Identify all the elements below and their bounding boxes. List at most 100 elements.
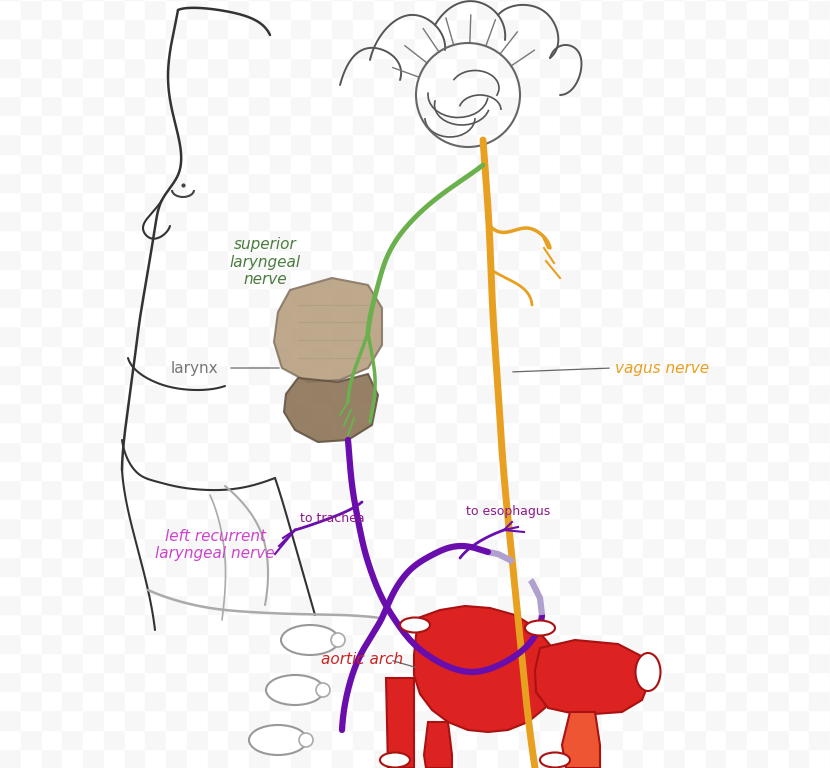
Bar [166, 403, 187, 422]
Bar [145, 211, 166, 230]
Bar [187, 38, 208, 58]
Bar [332, 576, 353, 595]
Bar [290, 538, 311, 557]
Bar [166, 326, 187, 346]
Bar [581, 154, 602, 173]
Bar [726, 595, 747, 614]
Bar [208, 326, 228, 346]
Bar [187, 518, 208, 538]
Bar [21, 19, 42, 38]
Bar [706, 192, 726, 211]
Bar [415, 672, 436, 691]
Bar [249, 269, 270, 288]
Bar [332, 365, 353, 384]
Bar [104, 557, 124, 576]
Bar [394, 557, 415, 576]
Bar [664, 211, 685, 230]
Bar [208, 442, 228, 461]
Bar [560, 422, 581, 442]
Bar [809, 614, 830, 634]
Bar [332, 499, 353, 518]
Bar [353, 115, 374, 134]
Bar [249, 211, 270, 230]
Bar [353, 403, 374, 422]
Bar [706, 96, 726, 115]
Bar [353, 77, 374, 96]
Bar [42, 730, 62, 749]
Bar [208, 77, 228, 96]
Bar [643, 480, 664, 499]
Bar [622, 19, 643, 38]
Bar [145, 173, 166, 192]
Bar [768, 653, 788, 672]
Bar [166, 557, 187, 576]
Bar [290, 653, 311, 672]
Bar [809, 442, 830, 461]
Bar [685, 269, 706, 288]
Bar [726, 326, 747, 346]
Bar [457, 403, 477, 422]
Bar [394, 115, 415, 134]
Bar [498, 518, 519, 538]
Bar [726, 614, 747, 634]
Bar [42, 288, 62, 307]
Bar [104, 307, 124, 326]
Bar [249, 307, 270, 326]
Bar [228, 634, 249, 653]
Bar [498, 730, 519, 749]
Bar [166, 307, 187, 326]
Bar [498, 269, 519, 288]
Bar [104, 230, 124, 250]
Bar [685, 461, 706, 480]
Bar [311, 442, 332, 461]
Bar [394, 250, 415, 269]
Bar [685, 595, 706, 614]
Polygon shape [274, 278, 382, 382]
Bar [726, 77, 747, 96]
Bar [457, 710, 477, 730]
Bar [664, 653, 685, 672]
Bar [457, 326, 477, 346]
Bar [249, 749, 270, 768]
Bar [104, 499, 124, 518]
Bar [166, 134, 187, 154]
Bar [581, 461, 602, 480]
Bar [747, 288, 768, 307]
Bar [809, 211, 830, 230]
Bar [788, 173, 809, 192]
Bar [747, 346, 768, 365]
Polygon shape [424, 722, 452, 768]
Bar [477, 557, 498, 576]
Bar [0, 614, 21, 634]
Bar [21, 115, 42, 134]
Bar [42, 38, 62, 58]
Bar [747, 614, 768, 634]
Bar [394, 518, 415, 538]
Bar [311, 634, 332, 653]
Bar [643, 346, 664, 365]
Bar [664, 499, 685, 518]
Bar [374, 442, 394, 461]
Bar [540, 653, 560, 672]
Bar [560, 19, 581, 38]
Bar [104, 115, 124, 134]
Bar [415, 614, 436, 634]
Bar [415, 288, 436, 307]
Bar [104, 19, 124, 38]
Bar [788, 384, 809, 403]
Bar [415, 230, 436, 250]
Bar [664, 0, 685, 19]
Bar [664, 557, 685, 576]
Bar [519, 710, 540, 730]
Bar [166, 442, 187, 461]
Bar [42, 518, 62, 538]
Bar [311, 710, 332, 730]
Bar [332, 480, 353, 499]
Bar [602, 326, 622, 346]
Bar [457, 192, 477, 211]
Bar [42, 0, 62, 19]
Bar [706, 173, 726, 192]
Bar [643, 614, 664, 634]
Bar [104, 749, 124, 768]
Bar [415, 58, 436, 77]
